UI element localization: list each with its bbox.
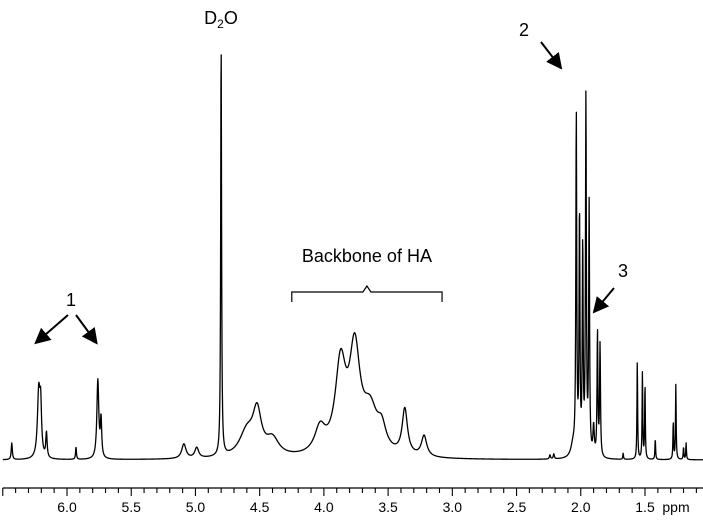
x-tick-label: 4.0 <box>314 499 334 515</box>
d2o-annotation: D2O <box>204 8 238 31</box>
x-axis-unit-label: ppm <box>662 499 689 515</box>
x-axis: 6.0 5.5 5.0 4.5 4.0 3.5 3.0 2.5 2.0 1.5 ppm <box>2 487 703 515</box>
x-tick-label: 6.0 <box>57 499 77 515</box>
peak-1-arrow-right <box>75 314 98 345</box>
x-tick-label: 2.0 <box>571 499 591 515</box>
x-tick-label: 1.5 <box>635 499 655 515</box>
x-tick-label: 5.0 <box>186 499 206 515</box>
x-tick-label: 3.5 <box>378 499 398 515</box>
peak-3-arrow <box>592 287 615 314</box>
x-tick-label: 4.5 <box>250 499 270 515</box>
x-axis-tick-labels: 6.0 5.5 5.0 4.5 4.0 3.5 3.0 2.5 2.0 1.5 <box>57 499 655 515</box>
annotations: D2O 1 2 3 Backbone of HA <box>34 8 628 345</box>
x-tick-label: 5.5 <box>121 499 141 515</box>
backbone-bracket <box>291 284 443 302</box>
peak-1-label: 1 <box>66 290 76 310</box>
peak-3-label: 3 <box>618 261 628 281</box>
spectrum-line <box>2 54 703 461</box>
x-tick-label: 2.5 <box>507 499 527 515</box>
x-axis-ticks <box>2 488 697 496</box>
peak-2-arrow <box>540 41 563 70</box>
plot-area <box>2 54 703 461</box>
peak-2-label: 2 <box>519 20 529 40</box>
peak-1-arrow-left <box>34 314 69 345</box>
backbone-of-ha-label: Backbone of HA <box>302 246 432 266</box>
x-tick-label: 3.0 <box>443 499 463 515</box>
